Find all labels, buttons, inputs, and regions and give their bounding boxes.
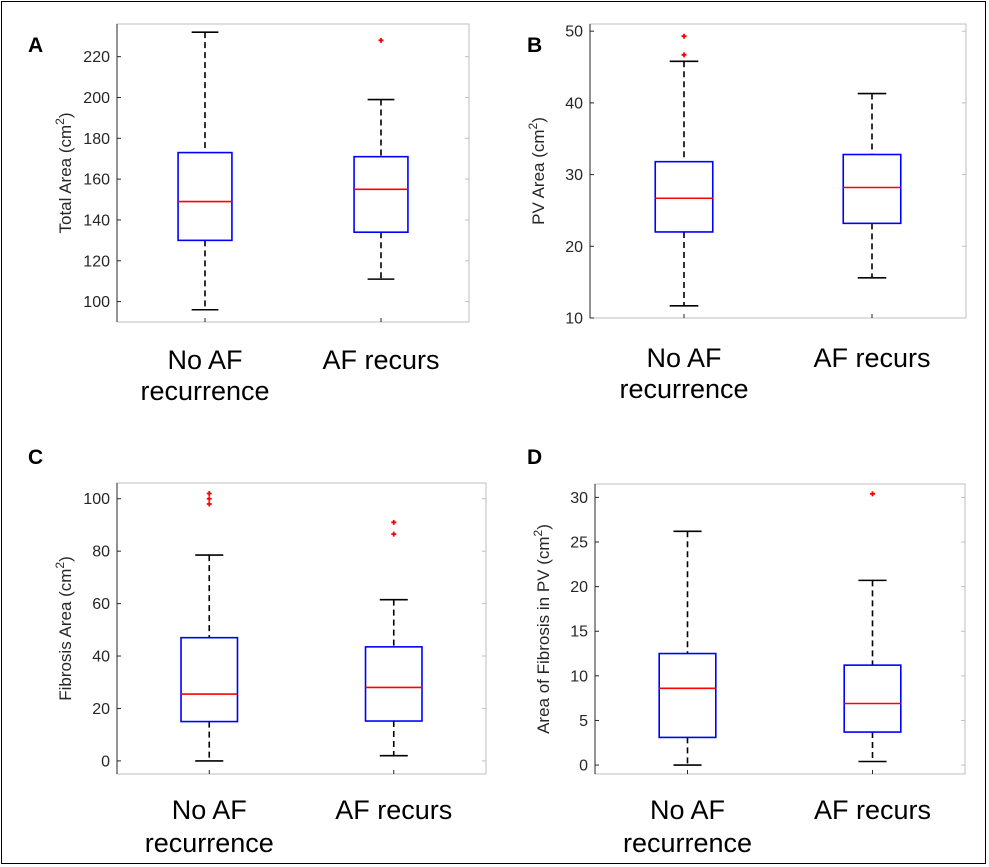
- box-2: AF recurs: [322, 37, 440, 375]
- y-tick-label: 60: [92, 596, 110, 613]
- y-tick-label: 140: [83, 212, 110, 229]
- outlier-point: [681, 33, 687, 39]
- y-tick-label: 220: [83, 49, 110, 66]
- outlier-point: [391, 519, 397, 525]
- y-tick-label: 20: [92, 701, 110, 718]
- panel-d: D 0 5 10 15 20 25 30 Area of Fibrosis in PV (cm2…: [527, 446, 966, 858]
- iqr-box: [654, 160, 714, 233]
- y-tick-label: 80: [92, 544, 110, 561]
- category-label: AF recurs: [813, 343, 930, 373]
- iqr-box: [177, 151, 233, 242]
- category-label: recurrence: [623, 828, 752, 858]
- outlier-point: [870, 491, 875, 497]
- iqr-box: [353, 155, 409, 233]
- category-label: AF recurs: [335, 795, 452, 825]
- y-tick-label: 10: [565, 311, 583, 328]
- y-tick-label: 180: [83, 131, 110, 148]
- y-tick-label: 0: [579, 758, 588, 775]
- panel-a: A 100 120 140 160 180 200 220 Total Area (cm2) No…: [28, 23, 470, 406]
- y-tick-label: 160: [83, 172, 110, 189]
- y-tick-label: 40: [565, 95, 583, 112]
- panel-letter: A: [28, 34, 43, 57]
- y-tick-label: 120: [83, 253, 110, 270]
- outlier-point: [206, 501, 212, 507]
- axes-box: [116, 482, 487, 775]
- y-tick-label: 100: [83, 491, 110, 508]
- panel-letter: C: [28, 446, 43, 469]
- category-label: No AF: [172, 795, 247, 825]
- y-axis-label: Fibrosis Area (cm2): [53, 556, 75, 701]
- box-2: AF recurs: [335, 519, 452, 825]
- y-axis-label: Total Area (cm2): [53, 112, 75, 233]
- outlier-point: [206, 496, 212, 502]
- y-tick-label: 15: [570, 624, 588, 641]
- axes-box: [594, 483, 966, 775]
- y-axis-label: PV Area (cm2): [526, 117, 548, 225]
- category-label: No AF: [650, 795, 725, 825]
- y-axis-label: Area of Fibrosis in PV (cm2): [531, 524, 553, 734]
- y-tick-label: 5: [579, 713, 588, 730]
- y-tick-label: 30: [570, 490, 588, 507]
- outlier-point: [681, 52, 687, 58]
- y-tick-label: 25: [570, 535, 588, 552]
- iqr-box: [842, 153, 902, 225]
- panel-letter: D: [527, 446, 542, 469]
- y-tick-label: 20: [570, 579, 588, 596]
- iqr-box: [658, 652, 717, 739]
- y-tick-label: 30: [565, 167, 583, 184]
- category-label: No AF: [646, 343, 721, 373]
- iqr-box: [843, 664, 902, 733]
- panel-c: C 0 20 40 60 80 100 Fibrosis Area (cm2) No AFrec…: [28, 446, 487, 858]
- y-tick-label: 200: [83, 90, 110, 107]
- box-2: AF recurs: [814, 491, 931, 825]
- category-label: recurrence: [619, 374, 748, 404]
- iqr-box: [364, 646, 423, 722]
- outlier-point: [206, 490, 212, 496]
- box-2: AF recurs: [813, 92, 931, 373]
- category-label: recurrence: [145, 828, 274, 858]
- y-tick-label: 10: [570, 668, 588, 685]
- category-label: No AF: [167, 345, 242, 375]
- category-label: AF recurs: [322, 345, 439, 375]
- outlier-point: [391, 531, 397, 537]
- category-label: AF recurs: [814, 795, 931, 825]
- y-tick-label: 20: [565, 239, 583, 256]
- y-tick-label: 0: [101, 753, 110, 770]
- outlier-point: [378, 37, 384, 43]
- y-tick-label: 100: [83, 294, 110, 311]
- category-label: recurrence: [140, 376, 269, 406]
- panel-letter: B: [527, 34, 542, 57]
- axes-box: [589, 23, 967, 319]
- y-tick-label: 50: [565, 24, 583, 41]
- iqr-box: [180, 636, 239, 723]
- axes-box: [116, 23, 470, 323]
- y-tick-label: 40: [92, 649, 110, 666]
